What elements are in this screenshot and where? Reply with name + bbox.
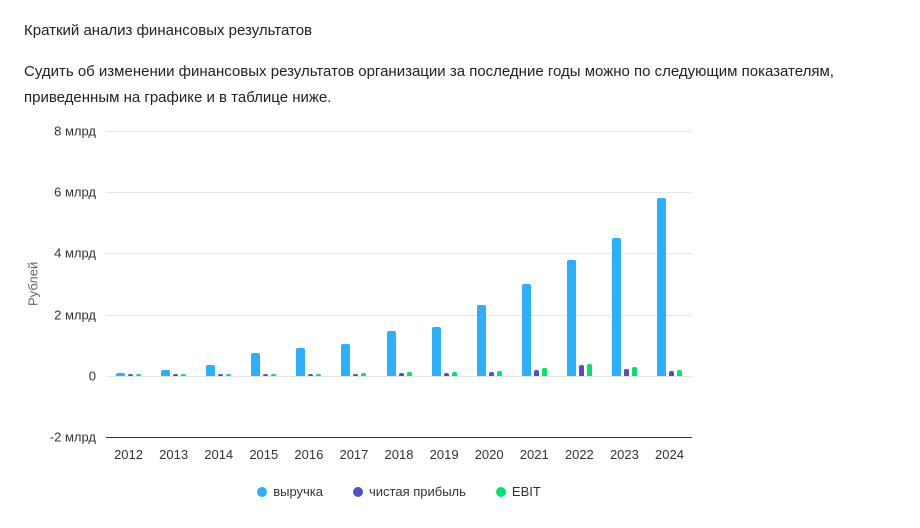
legend-item-net-profit[interactable]: чистая прибыль	[353, 484, 466, 499]
x-axis-label: 2014	[204, 447, 234, 462]
x-axis-label: 2023	[609, 447, 639, 462]
bar-revenue[interactable]	[206, 365, 216, 376]
bar-ebit[interactable]	[676, 369, 682, 376]
page: Краткий анализ финансовых результатов Су…	[24, 22, 896, 499]
x-axis-label: 2020	[474, 447, 504, 462]
bar-net-profit[interactable]	[353, 373, 359, 376]
x-axis-label: 2021	[519, 447, 549, 462]
bar-ebit[interactable]	[226, 373, 232, 376]
x-axis-label: 2022	[564, 447, 594, 462]
bar-ebit[interactable]	[586, 363, 592, 376]
bar-revenue[interactable]	[386, 331, 396, 376]
bar-ebit[interactable]	[136, 373, 142, 376]
bar-ebit[interactable]	[181, 373, 187, 376]
bar-net-profit[interactable]	[668, 371, 674, 376]
x-axis-label: 2012	[114, 447, 143, 462]
x-axis-label: 2015	[249, 447, 279, 462]
x-axis-labels: 2012 2013 2014 2015 2016 2017 2018 2019 2020 2021…	[106, 437, 692, 462]
bar-revenue[interactable]	[116, 372, 126, 376]
bar-net-profit[interactable]	[533, 369, 539, 376]
bar-revenue[interactable]	[296, 348, 306, 376]
gridline	[106, 375, 692, 377]
y-axis-title: Рублей	[25, 261, 41, 307]
legend-marker-icon	[495, 486, 506, 497]
x-axis-label: 2017	[339, 447, 369, 462]
bar-revenue[interactable]	[161, 369, 171, 376]
bar-net-profit[interactable]	[218, 373, 224, 376]
x-axis-label: 2024	[655, 447, 684, 462]
bar-revenue[interactable]	[476, 305, 486, 376]
bar-net-profit[interactable]	[443, 372, 449, 376]
y-tick-label: 2 млрд	[54, 307, 96, 323]
gridline	[106, 131, 692, 132]
bar-ebit[interactable]	[496, 370, 502, 376]
bar-revenue[interactable]	[251, 352, 261, 376]
bar-net-profit[interactable]	[173, 373, 179, 376]
bar-net-profit[interactable]	[128, 373, 134, 376]
x-axis-label: 2019	[429, 447, 459, 462]
bar-ebit[interactable]	[361, 373, 367, 376]
legend-item-ebit[interactable]: EBIT	[495, 484, 541, 499]
y-tick-label: 8 млрд	[54, 123, 96, 139]
chart-body: Рублей 8 млрд 6 млрд 4 млрд 2 млрд 0 -2 млрд	[24, 124, 896, 445]
bar-revenue[interactable]	[656, 198, 666, 376]
bar-ebit[interactable]	[541, 368, 547, 376]
gridline	[106, 314, 692, 316]
bar-ebit[interactable]	[406, 371, 412, 376]
plot-area	[106, 131, 692, 438]
bar-revenue[interactable]	[566, 259, 576, 376]
y-tick-label: -2 млрд	[49, 429, 96, 445]
y-tick-label: 6 млрд	[54, 184, 96, 200]
bar-net-profit[interactable]	[488, 372, 494, 376]
bar-net-profit[interactable]	[623, 369, 629, 376]
legend: выручка чистая прибыль EBIT	[106, 484, 692, 499]
bar-ebit[interactable]	[451, 371, 457, 376]
legend-marker-icon	[353, 486, 363, 497]
x-axis-label: 2013	[159, 447, 189, 462]
legend-label: чистая прибыль	[369, 484, 466, 499]
bar-net-profit[interactable]	[308, 373, 314, 376]
bar-ebit[interactable]	[316, 373, 322, 376]
x-axis-line	[106, 437, 692, 438]
y-tick-label: 0	[88, 368, 96, 384]
bar-ebit[interactable]	[271, 373, 277, 376]
bar-revenue[interactable]	[611, 238, 621, 376]
legend-label: EBIT	[511, 484, 541, 499]
page-title: Краткий анализ финансовых результатов	[24, 22, 313, 39]
bar-revenue[interactable]	[431, 326, 441, 376]
bar-ebit[interactable]	[631, 366, 637, 376]
legend-marker-icon	[257, 486, 268, 497]
gridline	[106, 192, 692, 194]
legend-item-revenue[interactable]: выручка	[257, 484, 323, 499]
legend-label: выручка	[273, 484, 323, 499]
financial-results-chart: Рублей 8 млрд 6 млрд 4 млрд 2 млрд 0 -2 млрд …	[24, 124, 896, 499]
x-axis-label: 2018	[384, 447, 414, 462]
bar-net-profit[interactable]	[578, 365, 584, 376]
y-tick-label: 4 млрд	[54, 245, 96, 261]
y-axis-labels: 8 млрд 6 млрд 4 млрд 2 млрд 0 -2 млрд	[42, 124, 106, 445]
gridline	[106, 253, 692, 255]
x-axis-label: 2016	[294, 447, 324, 462]
bar-revenue[interactable]	[521, 284, 531, 376]
bar-net-profit[interactable]	[263, 373, 269, 376]
bar-revenue[interactable]	[341, 343, 351, 376]
bar-net-profit[interactable]	[398, 372, 404, 376]
intro-text: Судить об изменении финансовых результат…	[24, 63, 834, 106]
